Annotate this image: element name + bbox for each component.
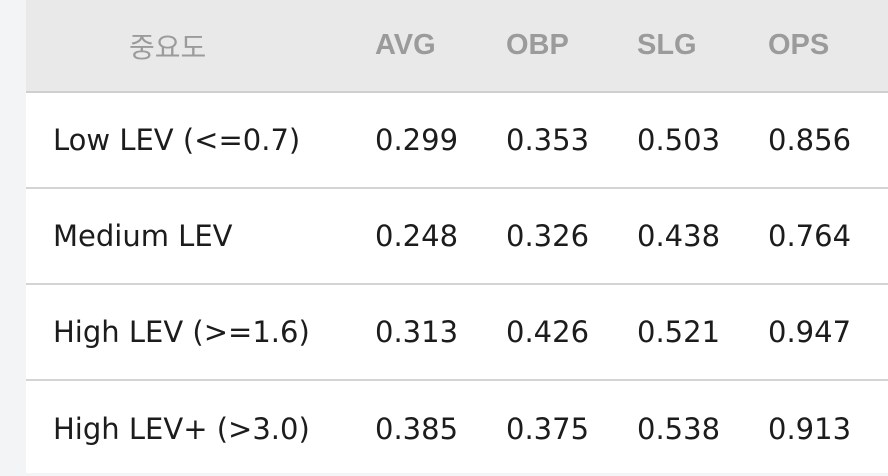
stats-table: 중요도 AVG OBP SLG OPS Low LEV (<=0.7) 0.29… [26,0,888,476]
cell-avg: 0.248 [350,188,481,285]
cell-ops: 0.947 [743,284,888,381]
cell-ops: 0.764 [743,188,888,285]
cell-obp: 0.326 [481,188,612,285]
table-header: 중요도 AVG OBP SLG OPS [26,0,888,93]
header-obp[interactable]: OBP [481,0,612,93]
table-row: Medium LEV 0.248 0.326 0.438 0.764 [26,188,888,285]
header-row: 중요도 AVG OBP SLG OPS [26,0,888,93]
cell-slg: 0.438 [612,188,743,285]
cell-obp: 0.375 [506,411,590,446]
cell-slg: 0.521 [612,284,743,381]
row-label: Low LEV (<=0.7) [26,92,350,189]
row-label: High LEV (>=1.6) [26,284,350,381]
table-row: Low LEV (<=0.7) 0.299 0.353 0.503 0.856 [26,92,888,189]
cell-avg: 0.299 [350,92,481,189]
cell-slg: 0.503 [612,92,743,189]
header-ops[interactable]: OPS [743,0,888,93]
stats-table-container: 중요도 AVG OBP SLG OPS Low LEV (<=0.7) 0.29… [26,0,888,473]
header-slg[interactable]: SLG [612,0,743,93]
table-body: Low LEV (<=0.7) 0.299 0.353 0.503 0.856 … [26,92,888,476]
cell-obp: 0.426 [481,284,612,381]
cell-ops: 0.856 [743,92,888,189]
cell-avg: 0.313 [350,284,481,381]
header-importance[interactable]: 중요도 [26,0,350,93]
cell-obp: 0.353 [481,92,612,189]
table-row: High LEV (>=1.6) 0.313 0.426 0.521 0.947 [26,284,888,381]
cell-ops: 0.913 [768,411,852,446]
header-avg[interactable]: AVG [350,0,481,93]
row-label: Medium LEV [26,188,350,285]
cell-avg: 0.385 [375,411,459,446]
row-label: High LEV+ (>3.0) [53,411,310,446]
table-row: High LEV+ (>3.0) 0.385 0.375 0.538 0.913 [26,380,888,476]
cell-slg: 0.538 [637,411,721,446]
